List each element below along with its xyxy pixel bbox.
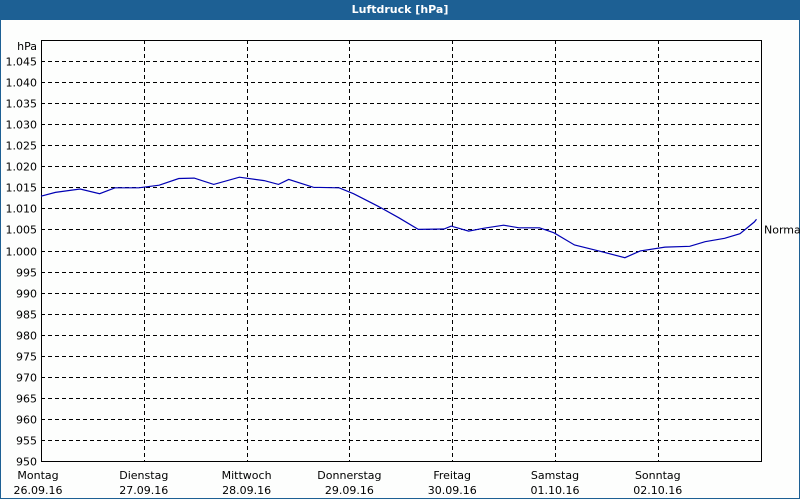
- x-tick-day: Donnerstag: [317, 469, 381, 482]
- x-tick-date: 26.09.16: [14, 484, 63, 497]
- x-tick-day: Mittwoch: [222, 469, 272, 482]
- y-tick-label: 980: [16, 330, 37, 343]
- x-tick-day: Freitag: [433, 469, 471, 482]
- y-tick-label: 1.010: [6, 203, 38, 216]
- x-tick-day: Samstag: [531, 469, 579, 482]
- y-tick-label: 960: [16, 414, 37, 427]
- x-tick-day: Montag: [17, 469, 58, 482]
- y-tick-label: 1.025: [6, 140, 38, 153]
- y-tick-label: 1.020: [6, 161, 38, 174]
- x-tick-date: 28.09.16: [222, 484, 271, 497]
- x-tick-day: Dienstag: [119, 469, 168, 482]
- x-tick-day: Sonntag: [635, 469, 681, 482]
- x-tick-date: 27.09.16: [119, 484, 168, 497]
- pressure-line: [40, 176, 757, 259]
- window-title: Luftdruck [hPa]: [0, 0, 800, 20]
- y-tick-label: 1.040: [6, 77, 38, 90]
- y-tick-label: 1.045: [6, 56, 38, 69]
- y-tick-label: 1.005: [6, 224, 38, 237]
- x-tick-date: 02.10.16: [633, 484, 682, 497]
- y-tick-label: 955: [16, 435, 37, 448]
- y-tick-label: 970: [16, 372, 37, 385]
- x-tick-date: 30.09.16: [428, 484, 477, 497]
- plot-border: [41, 40, 762, 462]
- y-tick-label: 1.035: [6, 98, 38, 111]
- y-tick-label: 950: [16, 456, 37, 469]
- y-tick-label: 985: [16, 309, 37, 322]
- y-axis-unit: hPa: [17, 40, 37, 53]
- y-tick-label: 990: [16, 288, 37, 301]
- y-tick-label: 995: [16, 267, 37, 280]
- y-tick-label: 975: [16, 351, 37, 364]
- x-tick-date: 01.10.16: [531, 484, 580, 497]
- y-tick-label: 1.000: [6, 246, 38, 259]
- y-tick-label: 1.030: [6, 119, 38, 132]
- normal-pressure-label: Normal: [764, 223, 800, 236]
- x-tick-date: 29.09.16: [325, 484, 374, 497]
- y-tick-label: 1.015: [6, 182, 38, 195]
- y-tick-label: 965: [16, 393, 37, 406]
